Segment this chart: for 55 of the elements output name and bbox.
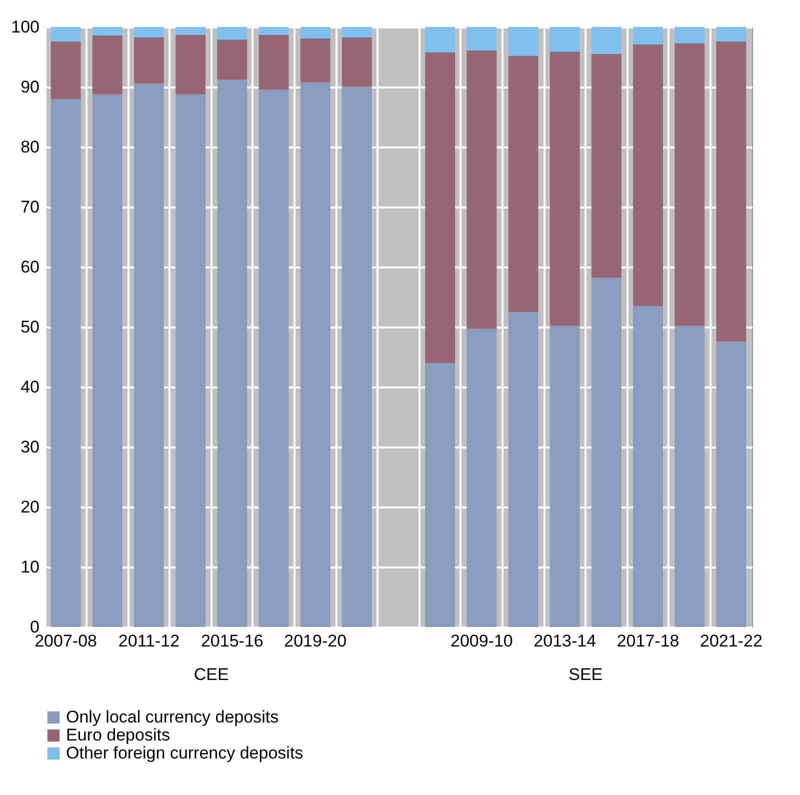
bar <box>217 27 248 40</box>
text: SEE <box>568 665 603 684</box>
x-tick-label: 2017-18 <box>616 632 680 650</box>
x-tick-label: 2007-08 <box>34 632 97 650</box>
bar <box>300 27 330 38</box>
bar <box>342 27 372 38</box>
y-tick-label: 10 <box>20 558 40 576</box>
bar <box>258 27 289 35</box>
bar <box>176 27 206 35</box>
legend-label: Other foreign currency deposits <box>66 744 304 762</box>
bar <box>92 35 122 94</box>
legend-label: Only local currency deposits <box>66 708 279 726</box>
bar <box>425 27 456 52</box>
bar <box>550 27 580 52</box>
y-tick-label: 50 <box>20 318 40 336</box>
bar <box>591 54 622 278</box>
bar <box>92 27 122 36</box>
bar <box>716 27 746 42</box>
bar <box>217 40 248 80</box>
bar <box>591 27 622 54</box>
bar <box>425 52 456 363</box>
y-tick-label: 40 <box>20 378 40 396</box>
bar <box>550 52 580 326</box>
x-tick-label: 2021-22 <box>700 632 762 650</box>
bar <box>342 37 372 86</box>
bar <box>50 41 81 99</box>
bar <box>466 50 497 329</box>
x-tick-label: 2015-16 <box>200 632 264 650</box>
bar <box>674 27 705 44</box>
x-tick-label: 2013-14 <box>534 632 596 650</box>
bar <box>466 27 497 50</box>
y-tick-label: 90 <box>20 78 40 96</box>
y-tick-label: 100 <box>11 18 40 36</box>
y-tick-label: 80 <box>20 138 40 156</box>
legend-label: Euro deposits <box>66 726 170 744</box>
x-tick-label: 2011-12 <box>118 632 180 650</box>
bar <box>508 27 538 56</box>
bar <box>300 38 330 82</box>
bar <box>258 34 289 90</box>
bar <box>134 37 164 84</box>
bar <box>674 43 705 326</box>
y-tick-label: 70 <box>20 198 40 216</box>
bar <box>633 44 663 306</box>
x-tick-label: 2009-10 <box>450 632 513 650</box>
text: CEE <box>194 665 229 684</box>
y-tick-label: 30 <box>20 438 40 456</box>
x-tick-label: 2019-20 <box>284 632 347 650</box>
bar <box>176 34 206 94</box>
bar <box>508 56 538 312</box>
bar <box>716 41 746 342</box>
bar <box>134 27 164 38</box>
y-tick-label: 60 <box>20 258 40 276</box>
bar <box>633 27 663 44</box>
y-tick-label: 20 <box>20 498 40 516</box>
bar <box>50 27 81 42</box>
